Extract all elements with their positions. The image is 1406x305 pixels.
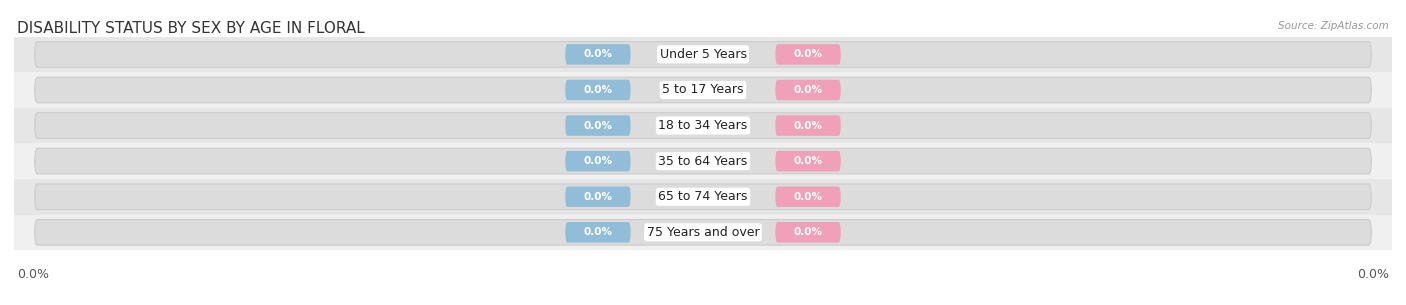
Text: 0.0%: 0.0% xyxy=(583,120,613,131)
Text: 0.0%: 0.0% xyxy=(1357,267,1389,281)
Text: 0.0%: 0.0% xyxy=(793,192,823,202)
FancyBboxPatch shape xyxy=(565,222,631,242)
Text: 75 Years and over: 75 Years and over xyxy=(647,226,759,239)
Text: 65 to 74 Years: 65 to 74 Years xyxy=(658,190,748,203)
FancyBboxPatch shape xyxy=(565,186,631,207)
Text: 0.0%: 0.0% xyxy=(583,85,613,95)
Text: 0.0%: 0.0% xyxy=(793,120,823,131)
Text: 35 to 64 Years: 35 to 64 Years xyxy=(658,155,748,168)
Text: Under 5 Years: Under 5 Years xyxy=(659,48,747,61)
FancyBboxPatch shape xyxy=(35,77,1371,103)
FancyBboxPatch shape xyxy=(14,72,1392,108)
FancyBboxPatch shape xyxy=(14,143,1392,179)
Text: 5 to 17 Years: 5 to 17 Years xyxy=(662,84,744,96)
FancyBboxPatch shape xyxy=(565,44,631,65)
FancyBboxPatch shape xyxy=(565,115,631,136)
FancyBboxPatch shape xyxy=(35,148,1371,174)
Text: 0.0%: 0.0% xyxy=(793,49,823,59)
FancyBboxPatch shape xyxy=(14,108,1392,143)
Text: 18 to 34 Years: 18 to 34 Years xyxy=(658,119,748,132)
FancyBboxPatch shape xyxy=(14,37,1392,72)
Text: 0.0%: 0.0% xyxy=(793,156,823,166)
FancyBboxPatch shape xyxy=(565,151,631,171)
Text: 0.0%: 0.0% xyxy=(793,227,823,237)
FancyBboxPatch shape xyxy=(775,80,841,100)
FancyBboxPatch shape xyxy=(35,184,1371,210)
FancyBboxPatch shape xyxy=(565,80,631,100)
FancyBboxPatch shape xyxy=(14,214,1392,250)
Text: 0.0%: 0.0% xyxy=(583,49,613,59)
Text: DISABILITY STATUS BY SEX BY AGE IN FLORAL: DISABILITY STATUS BY SEX BY AGE IN FLORA… xyxy=(17,21,364,36)
FancyBboxPatch shape xyxy=(775,186,841,207)
FancyBboxPatch shape xyxy=(35,41,1371,67)
Text: Source: ZipAtlas.com: Source: ZipAtlas.com xyxy=(1278,21,1389,31)
FancyBboxPatch shape xyxy=(35,113,1371,138)
Text: 0.0%: 0.0% xyxy=(583,156,613,166)
Text: 0.0%: 0.0% xyxy=(583,192,613,202)
Text: 0.0%: 0.0% xyxy=(793,85,823,95)
Text: 0.0%: 0.0% xyxy=(583,227,613,237)
FancyBboxPatch shape xyxy=(775,115,841,136)
Legend: Male, Female: Male, Female xyxy=(637,302,769,305)
FancyBboxPatch shape xyxy=(35,220,1371,245)
FancyBboxPatch shape xyxy=(775,44,841,65)
Text: 0.0%: 0.0% xyxy=(17,267,49,281)
FancyBboxPatch shape xyxy=(775,222,841,242)
FancyBboxPatch shape xyxy=(14,179,1392,214)
FancyBboxPatch shape xyxy=(775,151,841,171)
